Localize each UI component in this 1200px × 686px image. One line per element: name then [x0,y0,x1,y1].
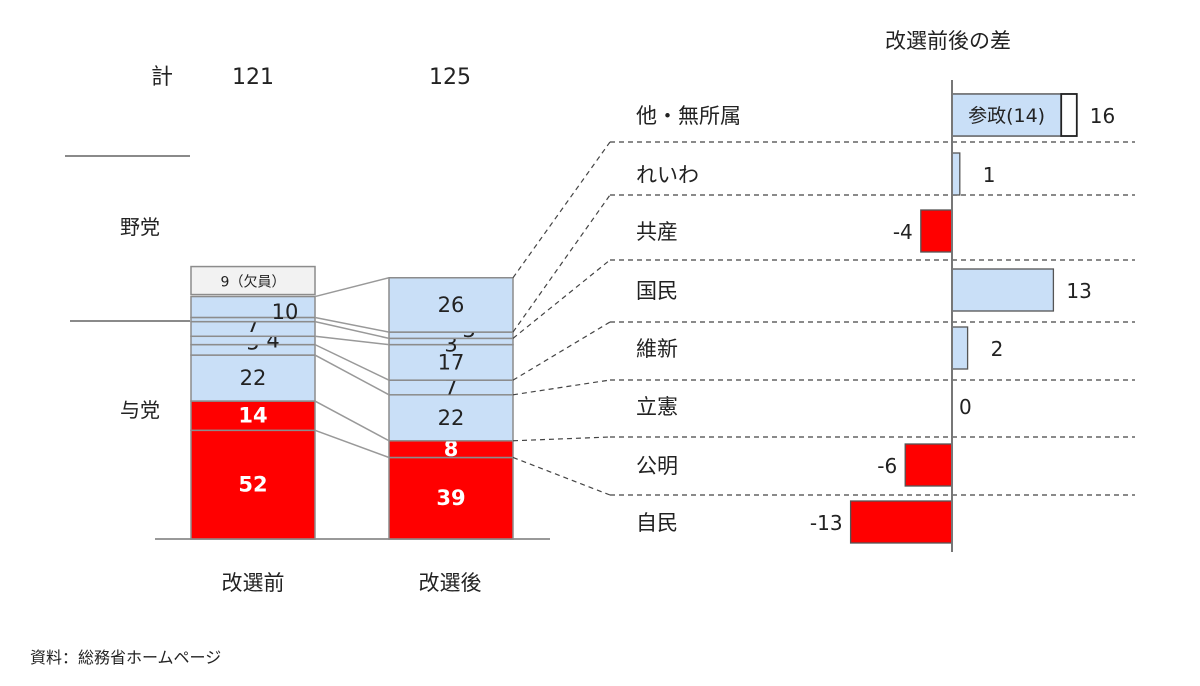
connector-line [314,277,390,298]
segment-link [512,379,611,396]
bar-segment-立憲 [388,394,514,442]
diff-value-label: -13 [810,511,843,535]
bar-value-label: 10 [272,300,299,324]
bar-segment-自民 [190,429,316,540]
total-label: 計 [151,65,173,90]
diff-bar [951,268,1055,312]
category-label: 維新 [636,337,678,361]
diff-value-label: 16 [1090,104,1115,128]
group-label-opposition: 野党 [120,215,160,239]
category-label-before: 改選前 [222,571,285,595]
connector-line [314,343,390,381]
total-before: 121 [232,65,274,90]
connector-line [314,429,390,459]
bar-segment-他・無所属 [388,277,514,333]
bar-value-label: 22 [438,406,465,430]
category-label-after: 改選後 [419,571,482,595]
connector-line [314,320,390,340]
diff-chart-title: 改選前後の差 [885,29,1011,53]
source-note: 資料：総務省ホームページ [30,648,221,667]
category-label: 共産 [636,220,678,244]
bar-segment-自民 [388,456,514,540]
inner-bar-sansei [951,93,1062,137]
vacancy-segment [190,265,316,296]
category-label: れいわ [636,163,699,187]
total-after: 125 [429,65,471,90]
segment-link [512,321,611,381]
diff-value-label: 1 [983,163,996,187]
diff-bar [951,152,961,196]
diff-bar [951,326,969,370]
chart-marks: 521422547109（欠員）398227173326他・無所属16参政(14… [65,80,1135,552]
segment-link [512,259,611,339]
category-label: 自民 [636,511,678,535]
category-label: 公明 [636,454,678,478]
diff-bar [920,209,953,253]
vacancy-label: 9（欠員） [221,275,286,291]
bar-value-label: 14 [238,404,267,428]
bar-value-label: 22 [240,366,267,390]
connector-line [314,354,390,396]
bar-segment-他・無所属 [190,295,316,319]
bar-value-label: 8 [444,437,459,461]
connector-line [314,335,390,346]
diff-value-label: -4 [893,220,913,244]
category-label: 立憲 [636,395,678,419]
connector-line [314,400,390,442]
bar-segment-立憲 [190,354,316,402]
bar-value-label: 52 [238,473,267,497]
segment-link [512,436,611,442]
segment-link [512,194,611,333]
connector-line [314,316,390,333]
diff-bar [849,500,953,544]
inner-bar-label: 参政(14) [968,105,1045,127]
bar-segment-国民 [388,343,514,381]
bar-segment-れいわ [388,331,514,340]
bar-value-label: 17 [438,350,465,374]
segment-link [512,141,611,279]
bar-value-label: 7 [444,375,457,399]
bar-value-label: 39 [436,486,465,510]
group-label-ruling: 与党 [120,398,160,422]
category-label: 国民 [636,279,678,303]
category-label: 他・無所属 [636,104,741,128]
bar-segment-国民 [190,335,316,346]
diff-value-label: -6 [877,454,897,478]
inner-bar-remainder [1060,93,1078,137]
segment-link [512,456,611,496]
bar-value-label: 26 [438,293,465,317]
diff-value-label: 0 [959,395,972,419]
diff-value-label: 13 [1066,279,1091,303]
diff-bar [904,443,953,487]
diff-value-label: 2 [991,337,1004,361]
